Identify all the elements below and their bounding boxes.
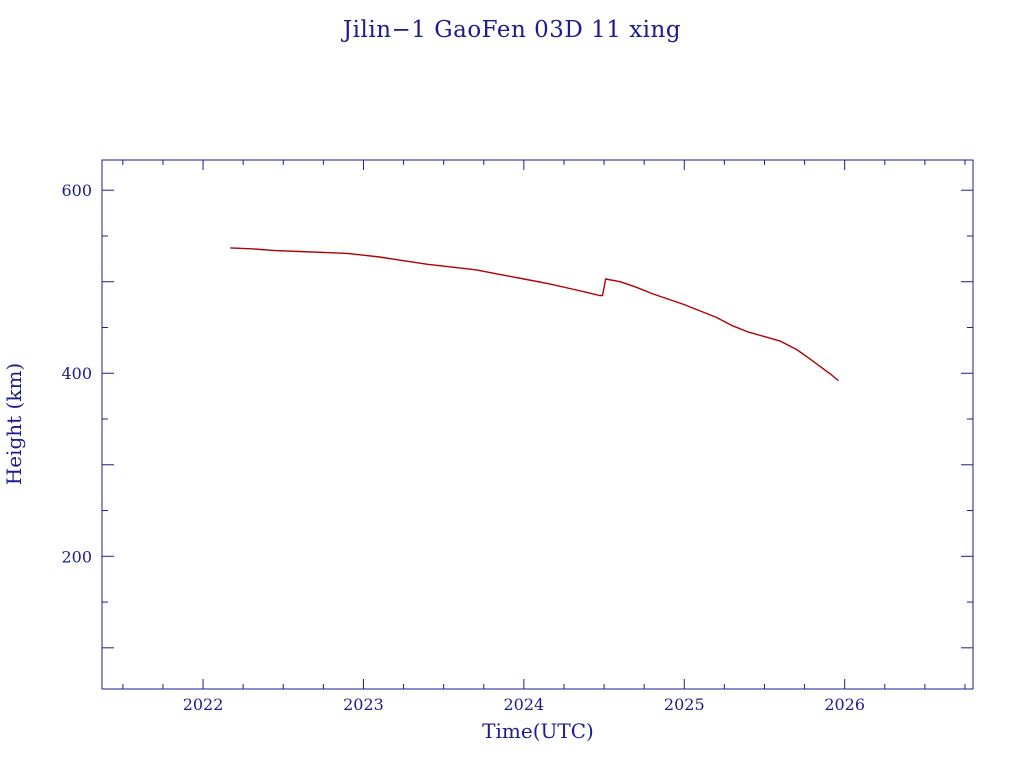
plot-frame <box>101 159 974 690</box>
series-line <box>230 247 839 382</box>
tick-labels: 2022 2023 2024 2025 2026 200 400 600 <box>61 181 865 714</box>
x-tick-label: 2023 <box>343 695 384 714</box>
x-tick-label: 2022 <box>183 695 224 714</box>
y-tick-label: 400 <box>61 364 92 383</box>
y-tick-label: 600 <box>61 181 92 200</box>
x-tick-label: 2024 <box>504 695 545 714</box>
y-tick-label: 200 <box>61 547 92 566</box>
x-tick-label: 2026 <box>824 695 865 714</box>
y-axis-label: Height (km) <box>2 363 26 485</box>
x-tick-label: 2025 <box>664 695 705 714</box>
axis-ticks <box>102 160 973 689</box>
chart-title: Jilin−1 GaoFen 03D 11 xing <box>341 17 681 43</box>
x-axis-label: Time(UTC) <box>482 719 594 743</box>
series-layer <box>230 247 839 382</box>
